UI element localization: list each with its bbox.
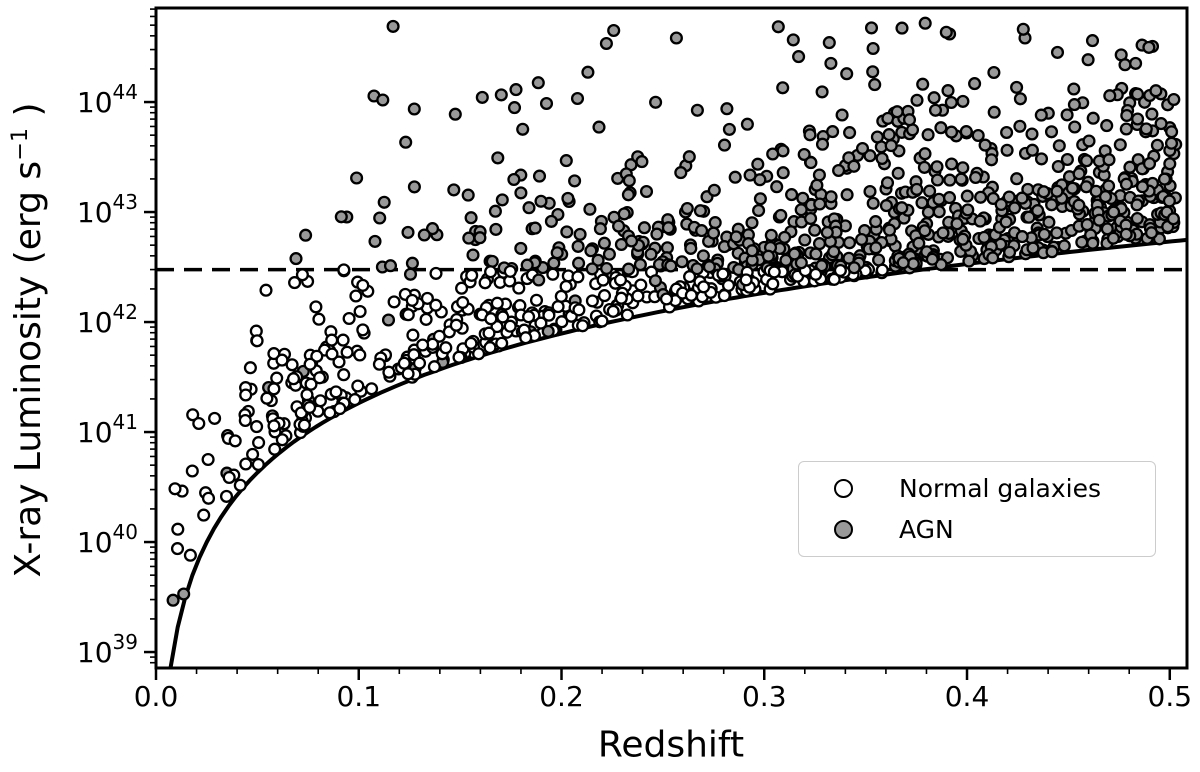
x-axis-title: Redshift [597, 724, 745, 766]
y-tick-label: 1042 [77, 300, 138, 339]
legend: Normal galaxies AGN [798, 461, 1156, 557]
y-tick-label: 1044 [77, 80, 138, 119]
normal-galaxies-marker-icon [834, 479, 853, 498]
y-axis-title-prefix: X-ray Luminosity (erg s [8, 160, 49, 578]
y-axis-title-exponent: −1 [7, 127, 33, 161]
agn-marker-icon [834, 520, 853, 539]
axis-ticks [144, 8, 1172, 680]
x-tick-label: 0.5 [1148, 680, 1193, 713]
legend-label-normal-galaxies: Normal galaxies [899, 474, 1102, 503]
y-tick-label: 1039 [77, 630, 138, 669]
legend-item-agn: AGN [834, 515, 1155, 544]
x-tick-label: 0.0 [134, 680, 179, 713]
x-tick-label: 0.1 [336, 680, 381, 713]
x-tick-label: 0.3 [742, 680, 787, 713]
x-tick-label: 0.4 [945, 680, 990, 713]
legend-item-normal-galaxies: Normal galaxies [834, 474, 1155, 503]
scatter-points [166, 16, 1183, 607]
y-tick-label: 1041 [77, 410, 138, 449]
y-axis-title: X-ray Luminosity (erg s−1 ) [7, 102, 49, 577]
data-layer [156, 16, 1187, 668]
y-tick-label: 1040 [77, 520, 138, 559]
plot-spines [154, 6, 1189, 670]
x-tick-label: 0.2 [539, 680, 584, 713]
legend-label-agn: AGN [899, 515, 954, 544]
tick-labels: 0.0 0.1 0.2 0.3 0.4 0.5 1039 1040 1041 1042 1043 10… [77, 80, 1192, 713]
y-tick-label: 1043 [77, 190, 138, 229]
y-axis-title-suffix: ) [8, 102, 49, 128]
